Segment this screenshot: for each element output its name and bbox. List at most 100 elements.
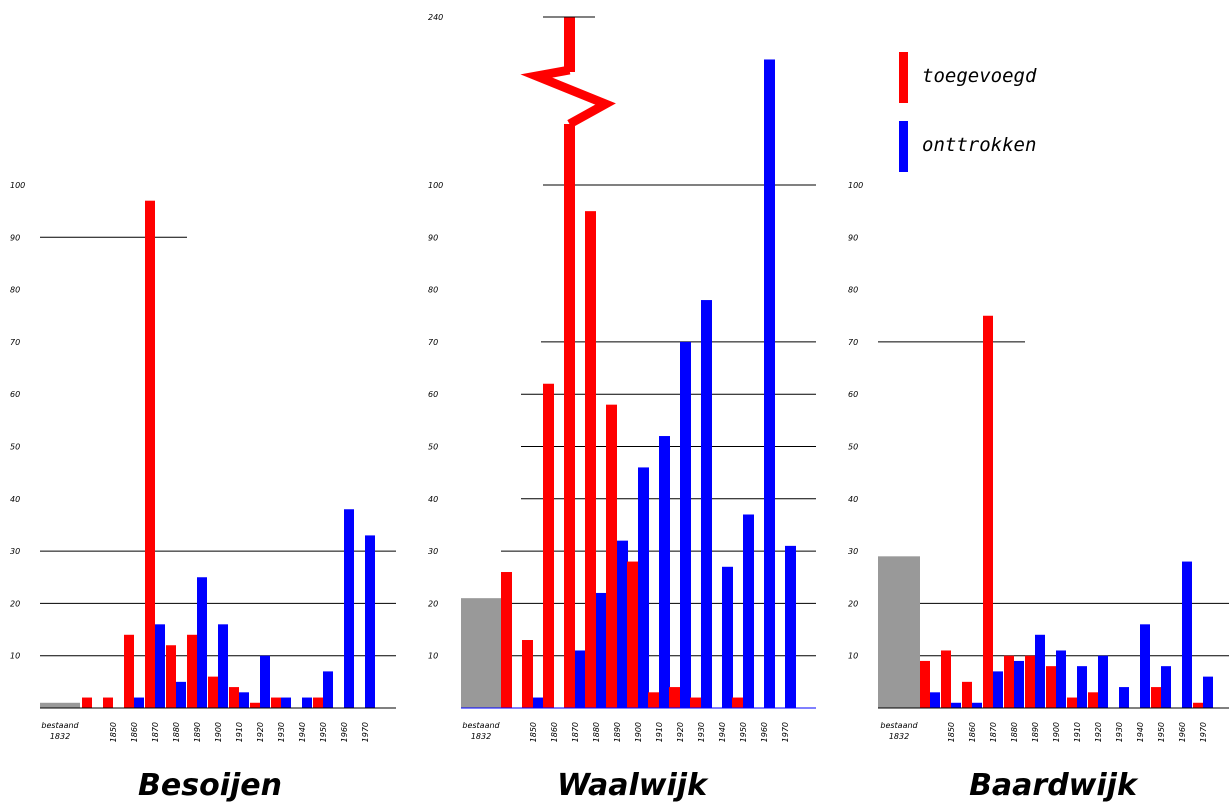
y-tick-label: 50 xyxy=(848,443,858,452)
existing-bar xyxy=(461,598,501,708)
bar-added xyxy=(124,634,134,708)
x-tick-label: 1910 xyxy=(235,722,244,742)
y-tick-label: 50 xyxy=(428,443,438,452)
x-tick-label: 1960 xyxy=(1178,722,1187,742)
x-tick-label: 1860 xyxy=(130,722,139,742)
x-tick-label: 1950 xyxy=(319,722,328,742)
y-tick-label: 10 xyxy=(848,652,858,661)
bar-added xyxy=(1151,687,1161,708)
x-tick-label: 1900 xyxy=(634,722,643,742)
y-tick-label: 40 xyxy=(848,495,858,504)
bar-added xyxy=(585,211,596,708)
x-tick-label: 1890 xyxy=(613,722,622,742)
bar-added xyxy=(543,383,554,708)
x-tick-label: 1880 xyxy=(1010,722,1019,742)
bar-removed xyxy=(1119,687,1129,708)
existing-year-label: 1832 xyxy=(889,732,909,741)
bar-removed xyxy=(344,509,354,708)
legend-label: onttrokken xyxy=(922,134,1036,156)
bar-removed xyxy=(1056,650,1066,708)
legend: toegevoegd onttrokken xyxy=(899,52,1037,172)
bar-added xyxy=(145,200,155,708)
bar-removed xyxy=(281,697,291,708)
bar-added xyxy=(648,692,659,708)
x-tick-label: 1880 xyxy=(592,722,601,742)
x-tick-label: 1890 xyxy=(193,722,202,742)
bar-added xyxy=(920,660,930,708)
y-tick-label: 60 xyxy=(848,390,858,399)
bar-removed xyxy=(302,697,312,708)
bar-removed xyxy=(743,514,754,708)
existing-bar xyxy=(40,702,80,708)
existing-bar xyxy=(878,556,920,708)
bar-added xyxy=(522,640,533,708)
y-tick-label: 70 xyxy=(848,338,858,347)
bar-added xyxy=(1025,655,1035,708)
x-tick-label: 1900 xyxy=(1052,722,1061,742)
panel-title: Baardwijk xyxy=(969,768,1139,803)
y-tick-label: 80 xyxy=(428,286,438,295)
bar-removed xyxy=(951,702,961,708)
chart-panel-waalwijk: 10 20 30 40 50 60 70 80 90 100 240 bestaand 1832 1850… xyxy=(428,13,816,803)
y-tick-label: 90 xyxy=(428,233,438,242)
x-tick-label: 1930 xyxy=(277,722,286,742)
bar-added xyxy=(1088,692,1098,708)
bar-added xyxy=(166,645,176,708)
existing-label: bestaand xyxy=(880,721,918,730)
y-tick-label: 40 xyxy=(10,495,20,504)
y-tick-label: 240 xyxy=(428,13,443,22)
x-tick-label: 1920 xyxy=(1094,722,1103,742)
bar-added xyxy=(103,697,113,708)
panel-title: Waalwijk xyxy=(557,768,709,803)
legend-swatch xyxy=(899,121,908,172)
x-tick-label: 1940 xyxy=(298,722,307,742)
y-tick-label: 100 xyxy=(10,181,25,190)
bar-removed xyxy=(176,681,186,708)
bar-removed xyxy=(1077,666,1087,708)
existing-label: bestaand xyxy=(462,721,500,730)
bar-removed xyxy=(533,697,544,708)
bar-removed xyxy=(659,436,670,708)
bar-removed xyxy=(764,59,775,709)
x-tick-label: 1910 xyxy=(1073,722,1082,742)
chart-panel-baardwijk: 10 20 30 40 50 60 70 80 90 100 bestaand 1832 1850 186… xyxy=(848,181,1229,803)
y-tick-label: 70 xyxy=(428,338,438,347)
bar-added xyxy=(690,697,701,708)
legend-swatch xyxy=(899,52,908,103)
y-tick-label: 80 xyxy=(848,286,858,295)
y-tick-label: 80 xyxy=(10,286,20,295)
x-tick-label: 1920 xyxy=(676,722,685,742)
bar-added xyxy=(1067,697,1077,708)
bar-removed xyxy=(638,467,649,708)
bar-removed xyxy=(260,655,270,708)
bar-removed xyxy=(323,671,333,708)
x-tick-label: 1970 xyxy=(781,722,790,742)
chart-panel-besoijen: 10 20 30 40 50 60 70 80 90 100 bestaand 1832 1850 186… xyxy=(10,181,396,803)
y-tick-label: 30 xyxy=(428,547,438,556)
legend-label: toegevoegd xyxy=(922,65,1037,87)
bar-removed xyxy=(134,697,144,708)
bar-removed xyxy=(785,545,796,708)
x-tick-label: 1890 xyxy=(1031,722,1040,742)
y-tick-label: 40 xyxy=(428,495,438,504)
existing-label: bestaand xyxy=(41,721,79,730)
x-tick-label: 1950 xyxy=(739,722,748,742)
x-tick-label: 1930 xyxy=(1115,722,1124,742)
bar-removed xyxy=(680,341,691,708)
bar-added xyxy=(82,697,92,708)
y-tick-label: 10 xyxy=(10,652,20,661)
bar-removed xyxy=(596,592,607,708)
existing-year-label: 1832 xyxy=(50,732,70,741)
bar-removed xyxy=(701,300,712,708)
bar-added xyxy=(187,634,197,708)
y-tick-label: 70 xyxy=(10,338,20,347)
x-tick-label: 1950 xyxy=(1157,722,1166,742)
bar-added xyxy=(271,697,281,708)
y-tick-label: 20 xyxy=(10,599,20,608)
y-tick-label: 90 xyxy=(10,233,20,242)
bar-removed xyxy=(197,577,207,708)
x-tick-label: 1870 xyxy=(989,722,998,742)
bar-added xyxy=(941,650,951,708)
bar-added xyxy=(627,561,638,708)
